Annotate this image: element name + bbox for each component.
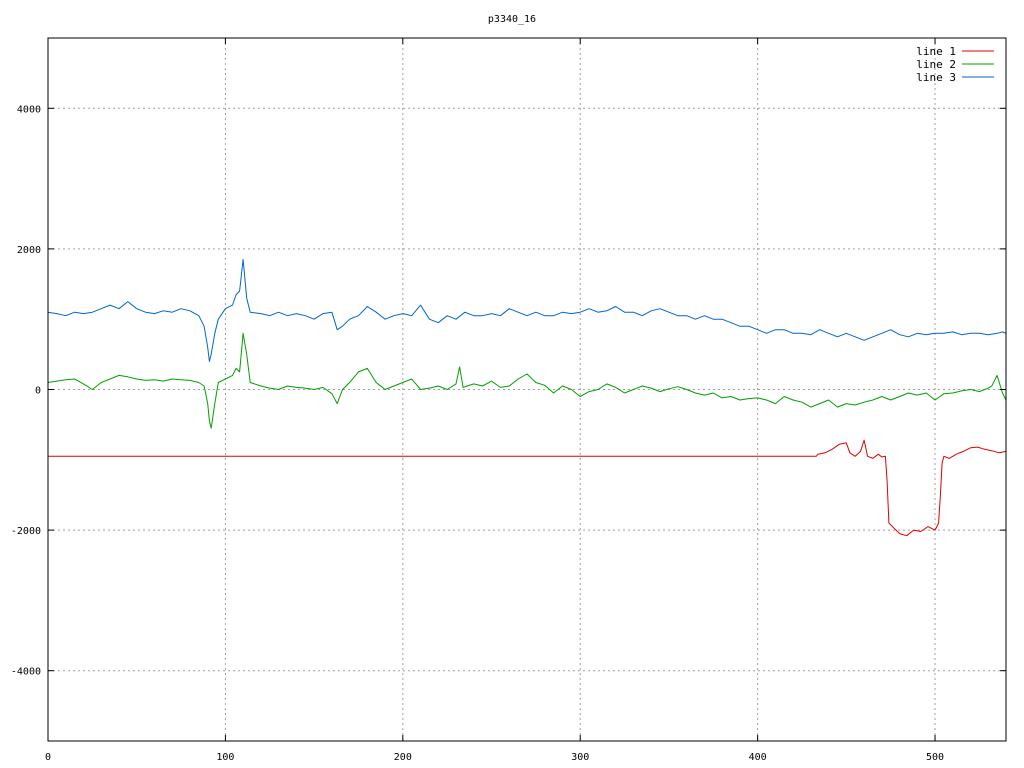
x-tick-label: 0: [45, 752, 51, 763]
chart-title: p3340_16: [488, 14, 536, 25]
x-tick-label: 400: [749, 752, 767, 763]
y-tick-label: 2000: [17, 245, 41, 256]
y-tick-label: -2000: [11, 526, 41, 537]
legend-label-2: line 2: [916, 58, 956, 71]
series-line-1: [48, 439, 1007, 537]
legend-label-1: line 1: [916, 45, 956, 58]
y-tick-label: 4000: [17, 104, 41, 115]
y-tick-label: -4000: [11, 667, 41, 678]
series-layer: [47, 258, 1007, 537]
grid-layer: [48, 38, 1006, 741]
x-tick-label: 300: [571, 752, 589, 763]
x-tick-label: 200: [394, 752, 412, 763]
tick-layer: 0 100 200 300 400 500 -4000 -2000 0 2000 4000: [11, 38, 1006, 763]
y-tick-label: 0: [35, 386, 41, 397]
legend-label-3: line 3: [916, 71, 956, 84]
series-line-3: [47, 258, 1007, 362]
x-tick-label: 500: [926, 752, 944, 763]
x-tick-label: 100: [216, 752, 234, 763]
series-line-2: [47, 332, 1007, 429]
